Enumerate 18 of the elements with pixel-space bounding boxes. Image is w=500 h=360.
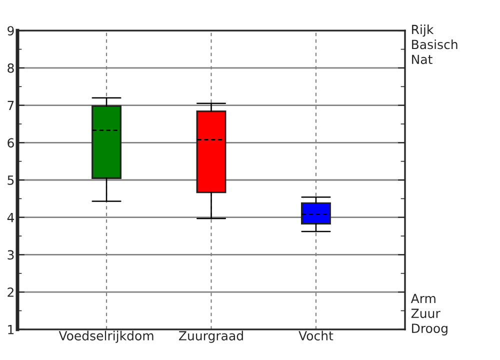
y-tick-label: 2 <box>8 288 14 297</box>
x-tick-label: Voedselrijkdom <box>58 330 154 343</box>
x-tick-label: Vocht <box>298 330 334 340</box>
text: Zuur <box>411 308 440 318</box>
y-tick-label: 6 <box>8 138 14 148</box>
text: Arm <box>410 294 436 303</box>
y-tick-label: 5 <box>8 176 14 185</box>
y-tick-label: 9 <box>8 26 14 36</box>
y-tick-label: 3 <box>8 250 14 260</box>
y-tick-label: 7 <box>8 100 14 110</box>
text: Basisch <box>412 39 458 50</box>
y-tick-label: 4 <box>7 212 14 222</box>
text: Rijk <box>412 24 434 37</box>
text: Nat <box>412 54 432 64</box>
x-tick-label: Zuurgraad <box>178 330 243 343</box>
text: Droog <box>412 324 448 336</box>
y-tick-label: 1 <box>8 325 14 334</box>
y-tick-label: 8 <box>8 63 14 73</box>
